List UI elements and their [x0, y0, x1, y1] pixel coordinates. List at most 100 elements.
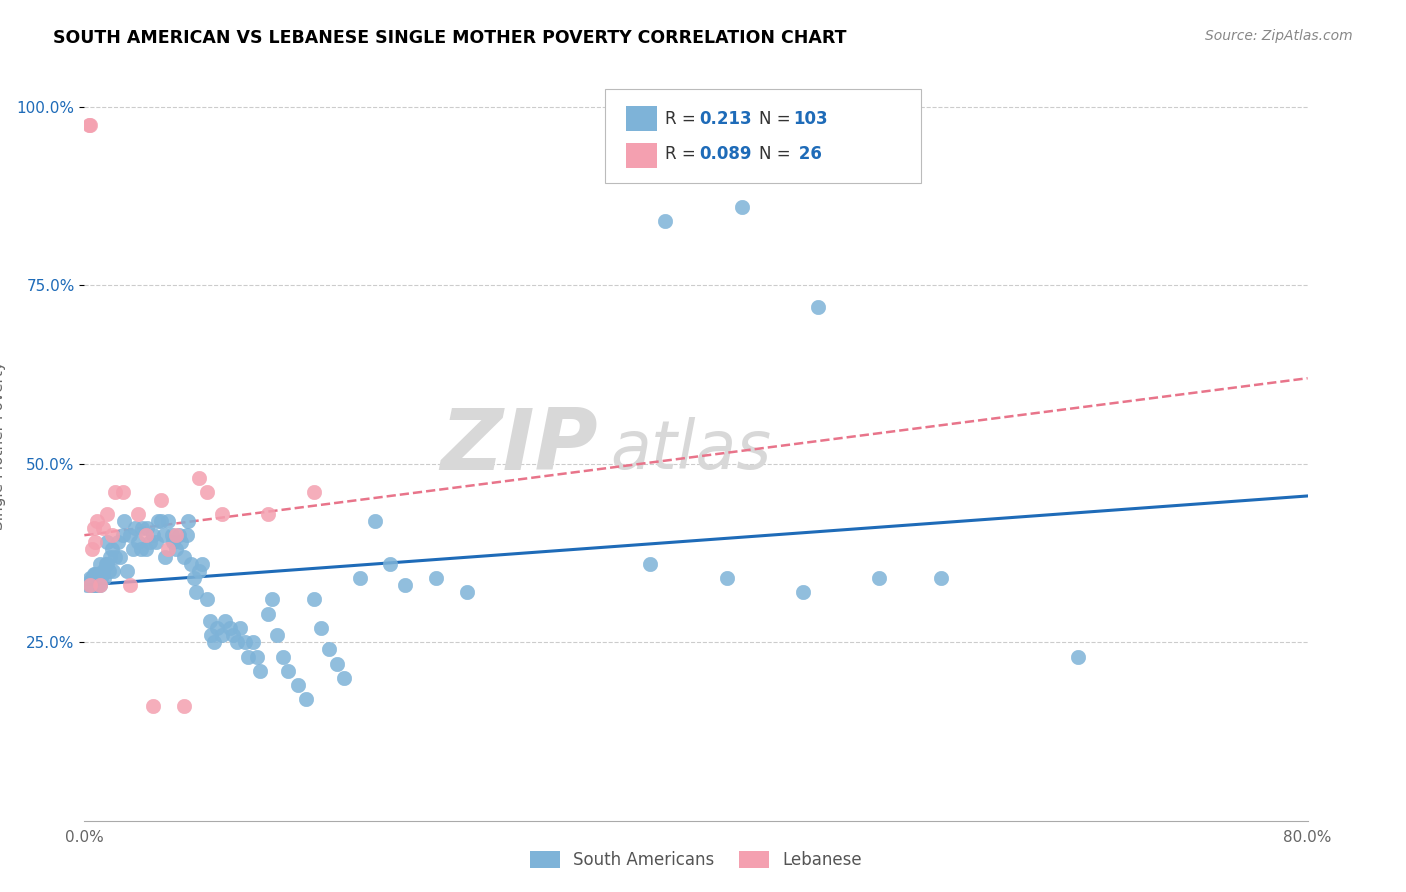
Point — [149, 514, 172, 528]
Point — [79, 578, 101, 592]
Point — [226, 635, 249, 649]
Point — [302, 485, 325, 500]
Point — [79, 118, 101, 132]
Point — [80, 571, 103, 585]
Point — [86, 567, 108, 582]
Point — [77, 118, 100, 132]
Point — [188, 564, 211, 578]
Point — [127, 535, 149, 549]
Point — [184, 585, 207, 599]
Point — [103, 564, 125, 578]
Point — [96, 557, 118, 571]
Point — [129, 542, 152, 557]
Point — [101, 528, 124, 542]
Point — [191, 557, 214, 571]
Point — [364, 514, 387, 528]
Point — [79, 571, 101, 585]
Point — [271, 649, 294, 664]
Point — [1067, 649, 1090, 664]
Point — [177, 514, 200, 528]
Point — [120, 578, 142, 592]
Point — [257, 507, 280, 521]
Point — [142, 699, 165, 714]
Point — [111, 528, 134, 542]
Point — [218, 621, 240, 635]
Point — [115, 564, 138, 578]
Point — [139, 535, 162, 549]
Point — [149, 492, 172, 507]
Point — [80, 542, 103, 557]
Point — [716, 571, 738, 585]
Point — [165, 528, 187, 542]
Point — [86, 514, 108, 528]
Point — [165, 542, 187, 557]
Point — [807, 300, 830, 314]
Point — [249, 664, 271, 678]
Point — [135, 542, 157, 557]
Point — [91, 521, 114, 535]
Point — [83, 578, 105, 592]
Point — [104, 549, 127, 564]
Point — [211, 507, 233, 521]
Point — [135, 528, 157, 542]
Point — [84, 578, 107, 592]
Point — [394, 578, 416, 592]
Point — [131, 521, 153, 535]
Point — [84, 567, 107, 582]
Point — [98, 549, 121, 564]
Point — [277, 664, 299, 678]
Point — [160, 528, 183, 542]
Point — [262, 592, 284, 607]
Point — [180, 557, 202, 571]
Point — [136, 521, 159, 535]
Point — [325, 657, 347, 671]
Point — [195, 485, 218, 500]
Point — [257, 607, 280, 621]
Point — [167, 528, 190, 542]
Point — [96, 535, 118, 549]
Point — [162, 535, 184, 549]
Point — [349, 571, 371, 585]
Point — [173, 699, 195, 714]
Point — [157, 542, 180, 557]
Point — [221, 628, 243, 642]
Point — [229, 621, 252, 635]
Point — [79, 578, 101, 592]
Point — [295, 692, 318, 706]
Point — [146, 514, 169, 528]
Point — [120, 528, 142, 542]
Text: N =: N = — [759, 110, 790, 128]
Point — [83, 567, 105, 582]
Point — [287, 678, 309, 692]
Point — [233, 635, 256, 649]
Point — [236, 649, 259, 664]
Text: 103: 103 — [793, 110, 828, 128]
Point — [173, 549, 195, 564]
Point — [302, 592, 325, 607]
Point — [792, 585, 814, 599]
Text: 26: 26 — [793, 145, 823, 163]
Text: ZIP: ZIP — [440, 404, 598, 488]
Point — [122, 542, 145, 557]
Point — [176, 528, 198, 542]
Point — [170, 535, 193, 549]
Point — [90, 571, 112, 585]
Point — [638, 557, 661, 571]
Point — [94, 557, 117, 571]
Text: N =: N = — [759, 145, 790, 163]
Text: 0.213: 0.213 — [699, 110, 751, 128]
Point — [211, 628, 233, 642]
Text: R =: R = — [665, 110, 696, 128]
Text: 0.089: 0.089 — [699, 145, 751, 163]
Point — [84, 535, 107, 549]
Point — [153, 528, 176, 542]
Point — [76, 578, 98, 592]
Point — [929, 571, 952, 585]
Point — [89, 578, 111, 592]
Point — [77, 574, 100, 589]
Point — [111, 485, 134, 500]
Text: R =: R = — [665, 145, 696, 163]
Point — [127, 507, 149, 521]
Point — [318, 642, 340, 657]
Point — [311, 621, 333, 635]
